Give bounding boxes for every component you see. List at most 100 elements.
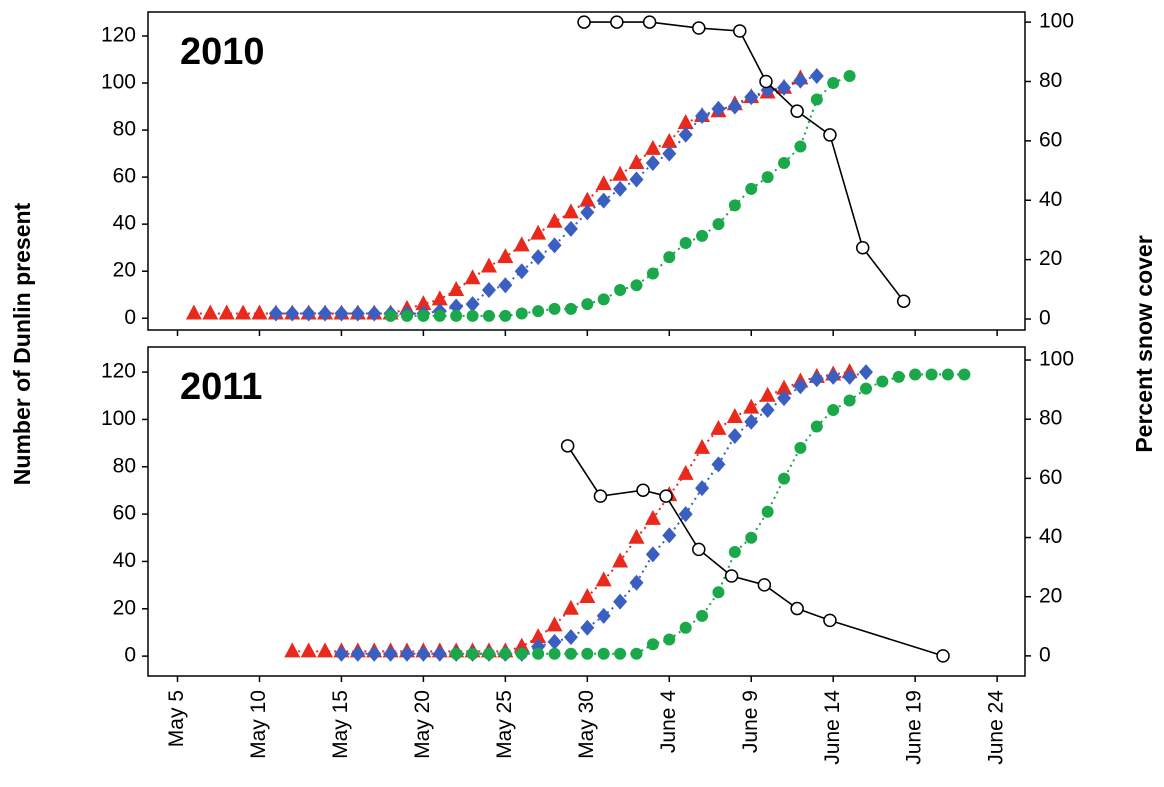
diamond-marker xyxy=(547,237,562,254)
circle-marker xyxy=(646,267,659,280)
series-line xyxy=(275,75,818,315)
triangle-marker xyxy=(251,304,268,320)
circle-marker xyxy=(630,647,643,660)
circle-marker xyxy=(778,157,791,170)
circle-marker xyxy=(827,77,840,90)
circle-marker xyxy=(466,309,479,322)
y-tick-label: 20 xyxy=(113,596,136,619)
open-circle-marker xyxy=(560,439,575,453)
diamond-marker xyxy=(531,249,546,266)
open-circle-marker xyxy=(636,483,650,497)
circle-marker xyxy=(614,647,627,660)
diamond-marker xyxy=(793,378,808,395)
triangle-marker xyxy=(644,139,661,155)
diamond-marker xyxy=(350,305,365,322)
y-tick-label: 120 xyxy=(101,24,136,47)
triangle-marker xyxy=(628,528,645,544)
diamond-marker xyxy=(727,98,742,115)
panel-title: 2011 xyxy=(180,366,262,408)
triangle-marker xyxy=(513,236,530,252)
x-tick-label: May 15 xyxy=(329,690,352,759)
circle-marker xyxy=(843,69,856,82)
circle-marker xyxy=(515,307,528,320)
circle-marker xyxy=(581,298,594,311)
triangle-marker xyxy=(218,304,235,320)
circle-marker xyxy=(778,472,791,485)
circle-marker xyxy=(696,229,709,242)
triangle-marker xyxy=(595,571,612,587)
open-circle-marker xyxy=(823,128,837,142)
diamond-marker xyxy=(596,607,611,624)
panel-title: 2010 xyxy=(180,31,265,73)
circle-marker xyxy=(859,382,872,395)
y-tick-label: 120 xyxy=(101,360,136,383)
triangle-marker xyxy=(562,203,579,219)
triangle-marker xyxy=(644,509,661,525)
triangle-marker xyxy=(513,637,530,653)
diamond-marker xyxy=(563,220,578,237)
diamond-marker xyxy=(727,427,742,444)
triangle-marker xyxy=(202,304,219,320)
triangle-marker xyxy=(530,224,547,240)
triangle-marker xyxy=(300,642,317,658)
y2-tick-label: 100 xyxy=(1039,348,1074,371)
diamond-marker xyxy=(809,371,824,388)
circle-marker xyxy=(499,309,512,322)
series-line xyxy=(566,445,944,657)
triangle-marker xyxy=(628,154,645,170)
triangle-marker xyxy=(497,248,514,264)
circle-marker xyxy=(401,309,414,322)
diamond-marker xyxy=(613,180,628,197)
y2-tick-label: 40 xyxy=(1039,525,1062,548)
open-circle-marker xyxy=(610,15,624,29)
triangle-marker xyxy=(185,304,202,320)
triangle-marker xyxy=(562,599,579,615)
triangle-marker xyxy=(726,408,743,424)
circle-marker xyxy=(614,284,627,297)
circle-marker xyxy=(548,302,561,315)
triangle-marker xyxy=(546,212,563,228)
open-circle-marker xyxy=(855,241,870,255)
triangle-marker xyxy=(579,191,596,207)
circle-marker xyxy=(892,370,905,383)
y-tick-label: 40 xyxy=(113,549,136,572)
diamond-marker xyxy=(596,192,611,209)
x-tick-label: June 4 xyxy=(657,690,680,753)
y2-tick-label: 40 xyxy=(1039,188,1062,211)
circle-marker xyxy=(532,305,545,318)
triangle-marker xyxy=(661,132,678,148)
open-circle-marker xyxy=(692,542,706,557)
y2-tick-label: 60 xyxy=(1039,466,1062,489)
y2-tick-label: 20 xyxy=(1039,584,1062,607)
y2-tick-label: 0 xyxy=(1039,307,1051,330)
circle-marker xyxy=(630,279,643,292)
diamond-marker xyxy=(695,480,710,497)
triangle-marker xyxy=(776,379,793,395)
open-circle-marker xyxy=(724,569,739,583)
y2-tick-label: 80 xyxy=(1039,407,1062,430)
diamond-marker xyxy=(432,645,447,662)
triangle-marker xyxy=(415,295,432,311)
diamond-marker xyxy=(318,305,333,322)
diamond-marker xyxy=(367,645,382,662)
diamond-marker xyxy=(629,171,644,188)
diamond-marker xyxy=(285,305,300,322)
triangle-marker xyxy=(743,398,760,414)
diamond-marker xyxy=(580,204,595,221)
y-tick-label: 40 xyxy=(113,212,136,235)
diamond-marker xyxy=(809,67,824,84)
open-circle-marker xyxy=(659,489,673,503)
x-tick-label: June 19 xyxy=(903,690,926,765)
diamond-marker xyxy=(367,305,382,322)
circle-marker xyxy=(532,647,545,660)
diamond-marker xyxy=(777,79,792,96)
diamond-marker xyxy=(842,368,857,385)
x-tick-label: May 20 xyxy=(411,690,434,759)
diamond-marker xyxy=(416,645,431,662)
diamond-marker xyxy=(498,277,513,294)
x-tick-label: May 25 xyxy=(493,690,516,759)
circle-marker xyxy=(810,93,823,106)
y2-tick-label: 100 xyxy=(1039,10,1074,33)
diamond-marker xyxy=(334,645,349,662)
open-circle-marker xyxy=(823,613,837,628)
